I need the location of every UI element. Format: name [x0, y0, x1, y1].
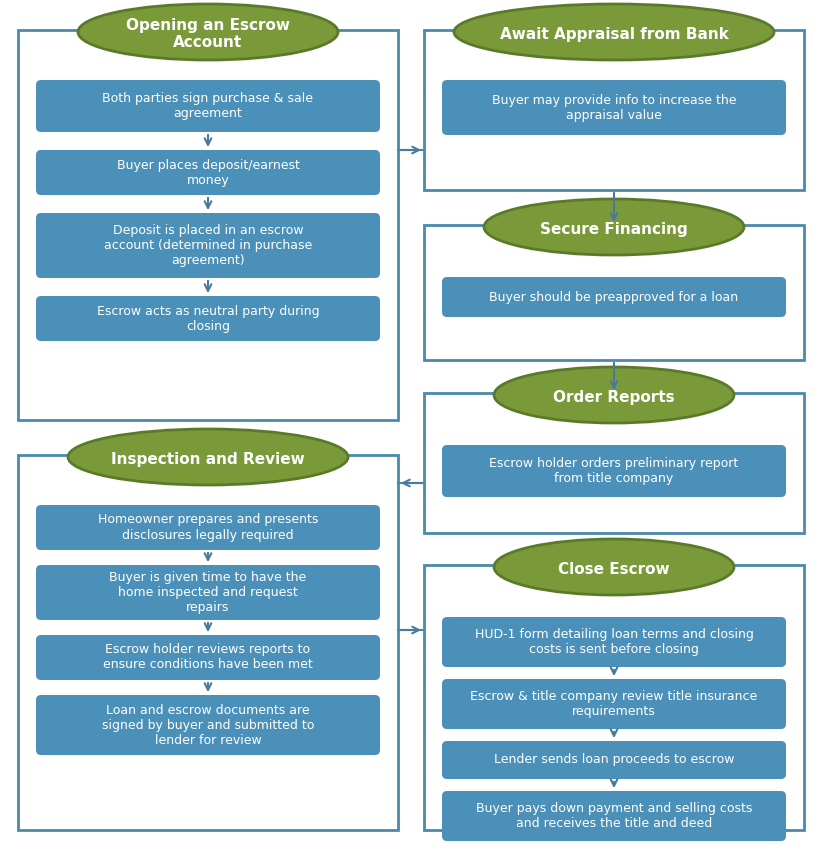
- Text: Buyer should be preapproved for a loan: Buyer should be preapproved for a loan: [489, 290, 738, 303]
- Text: Close Escrow: Close Escrow: [557, 561, 669, 576]
- Text: Buyer pays down payment and selling costs
and receives the title and deed: Buyer pays down payment and selling cost…: [476, 802, 751, 830]
- FancyBboxPatch shape: [36, 565, 380, 620]
- Text: Opening an Escrow
Account: Opening an Escrow Account: [126, 18, 289, 50]
- Text: Inspection and Review: Inspection and Review: [111, 452, 304, 466]
- Text: Lender sends loan proceeds to escrow: Lender sends loan proceeds to escrow: [493, 754, 734, 767]
- Ellipse shape: [78, 4, 337, 60]
- Text: Buyer is given time to have the
home inspected and request
repairs: Buyer is given time to have the home ins…: [109, 571, 306, 614]
- Bar: [423, 565, 803, 830]
- Text: Escrow holder orders preliminary report
from title company: Escrow holder orders preliminary report …: [489, 457, 738, 485]
- Text: Escrow & title company review title insurance
requirements: Escrow & title company review title insu…: [470, 690, 757, 718]
- FancyBboxPatch shape: [36, 80, 380, 132]
- Text: Deposit is placed in an escrow
account (determined in purchase
agreement): Deposit is placed in an escrow account (…: [103, 224, 312, 267]
- FancyBboxPatch shape: [442, 741, 785, 779]
- FancyBboxPatch shape: [36, 505, 380, 550]
- FancyBboxPatch shape: [36, 150, 380, 195]
- FancyBboxPatch shape: [36, 695, 380, 755]
- Bar: [423, 225, 803, 360]
- Text: Secure Financing: Secure Financing: [539, 222, 687, 237]
- FancyBboxPatch shape: [442, 277, 785, 317]
- Text: Homeowner prepares and presents
disclosures legally required: Homeowner prepares and presents disclosu…: [98, 514, 318, 542]
- Bar: [423, 393, 803, 533]
- Ellipse shape: [494, 539, 733, 595]
- FancyBboxPatch shape: [442, 679, 785, 729]
- Bar: [18, 30, 398, 420]
- Ellipse shape: [484, 199, 743, 255]
- Text: Escrow acts as neutral party during
closing: Escrow acts as neutral party during clos…: [97, 305, 319, 333]
- Text: Await Appraisal from Bank: Await Appraisal from Bank: [499, 26, 728, 42]
- Ellipse shape: [494, 367, 733, 423]
- FancyBboxPatch shape: [442, 445, 785, 497]
- Ellipse shape: [453, 4, 773, 60]
- FancyBboxPatch shape: [36, 296, 380, 341]
- Bar: [18, 455, 398, 830]
- Text: Order Reports: Order Reports: [552, 390, 674, 404]
- Ellipse shape: [68, 429, 347, 485]
- FancyBboxPatch shape: [442, 617, 785, 667]
- FancyBboxPatch shape: [36, 213, 380, 278]
- Text: HUD-1 form detailing loan terms and closing
costs is sent before closing: HUD-1 form detailing loan terms and clos…: [474, 628, 753, 656]
- Text: Loan and escrow documents are
signed by buyer and submitted to
lender for review: Loan and escrow documents are signed by …: [102, 704, 313, 746]
- Bar: [423, 30, 803, 190]
- Text: Escrow holder reviews reports to
ensure conditions have been met: Escrow holder reviews reports to ensure …: [103, 644, 313, 672]
- Text: Buyer may provide info to increase the
appraisal value: Buyer may provide info to increase the a…: [491, 93, 735, 121]
- Text: Buyer places deposit/earnest
money: Buyer places deposit/earnest money: [117, 159, 299, 187]
- FancyBboxPatch shape: [442, 791, 785, 841]
- FancyBboxPatch shape: [442, 80, 785, 135]
- FancyBboxPatch shape: [36, 635, 380, 680]
- Text: Both parties sign purchase & sale
agreement: Both parties sign purchase & sale agreem…: [103, 92, 313, 120]
